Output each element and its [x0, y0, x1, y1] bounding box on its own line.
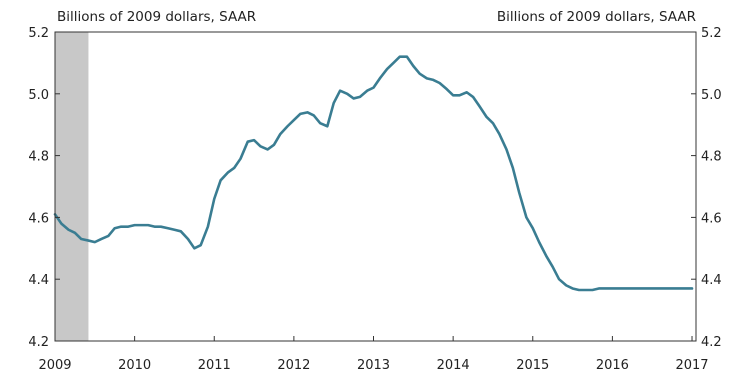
series-line [53, 55, 694, 292]
y-tick-label-left: 5.0 [28, 88, 49, 103]
y-tick-label-right: 4.4 [701, 273, 722, 288]
x-tick-label: 2013 [357, 358, 390, 373]
y-tick-label-left: 4.8 [28, 150, 49, 165]
y-tick-label-right: 5.2 [701, 26, 722, 41]
x-tick-label: 2009 [38, 358, 71, 373]
y-tick-label-left: 4.6 [28, 211, 49, 226]
y-tick-label-left: 4.4 [28, 273, 49, 288]
x-tick-label: 2017 [675, 358, 708, 373]
left-axis-unit-label: Billions of 2009 dollars, SAAR [57, 9, 256, 25]
y-tick-label-right: 5.0 [701, 88, 722, 103]
x-tick-label: 2015 [516, 358, 549, 373]
y-tick-label-right: 4.6 [701, 211, 722, 226]
y-tick-label-right: 4.8 [701, 150, 722, 165]
y-tick-label-left: 5.2 [28, 26, 49, 41]
x-tick-label: 2011 [198, 358, 231, 373]
shading-layer [55, 32, 89, 341]
x-tick-label: 2010 [118, 358, 151, 373]
x-tick-label: 2016 [596, 358, 629, 373]
x-tick-label: 2012 [277, 358, 310, 373]
ticks-layer: 4.2 4.2 4.4 4.4 4.6 4.6 4.8 4.8 5.0 5.0 5.2 5.2 2009… [28, 26, 721, 373]
recession-shading [55, 32, 89, 341]
x-tick-label: 2014 [437, 358, 470, 373]
y-tick-label-right: 4.2 [701, 335, 722, 350]
y-tick-label-left: 4.2 [28, 335, 49, 350]
plot-frame [54, 31, 697, 342]
right-axis-unit-label: Billions of 2009 dollars, SAAR [497, 9, 696, 25]
series-layer [53, 55, 694, 292]
